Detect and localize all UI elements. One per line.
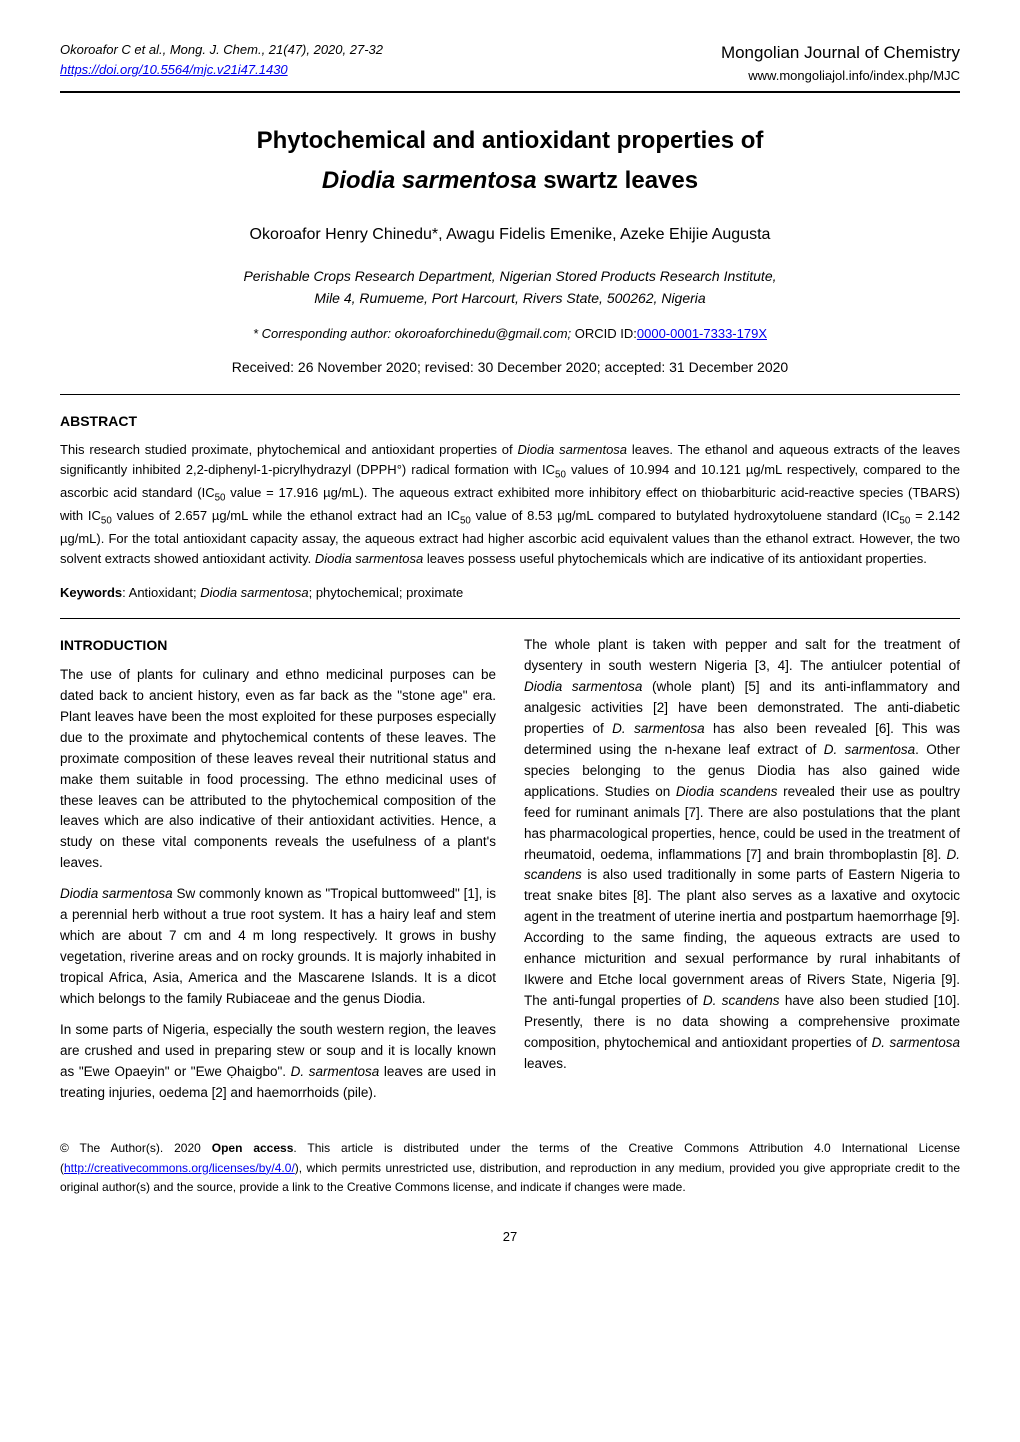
license-block: © The Author(s). 2020 Open access. This …: [60, 1139, 960, 1197]
intro-species: D. scandens: [703, 993, 780, 1008]
abstract-text: leaves possess useful phytochemicals whi…: [423, 551, 927, 566]
affiliation-line1: Perishable Crops Research Department, Ni…: [60, 265, 960, 287]
rule-below-keywords: [60, 618, 960, 619]
journal-site: www.mongoliajol.info/index.php/MJC: [721, 66, 960, 86]
intro-right-para: The whole plant is taken with pepper and…: [524, 635, 960, 1074]
abstract-heading: ABSTRACT: [60, 411, 960, 432]
intro-species: Diodia sarmentosa: [60, 886, 173, 901]
abstract-sub: 50: [899, 515, 910, 526]
orcid-label: ORCID ID:: [575, 326, 637, 341]
header-right: Mongolian Journal of Chemistry www.mongo…: [721, 40, 960, 85]
header-citation: Okoroafor C et al., Mong. J. Chem., 21(4…: [60, 40, 383, 60]
left-column: INTRODUCTION The use of plants for culin…: [60, 635, 496, 1113]
license-pre: © The Author(s). 2020: [60, 1141, 212, 1155]
article-title-line1: Phytochemical and antioxidant properties…: [60, 123, 960, 159]
intro-species: D. sarmentosa: [824, 742, 915, 757]
keywords-label: Keywords: [60, 585, 122, 600]
body-columns: INTRODUCTION The use of plants for culin…: [60, 635, 960, 1113]
keywords-before: : Antioxidant;: [122, 585, 200, 600]
abstract-species: Diodia sarmentosa: [517, 442, 627, 457]
intro-text: leaves.: [524, 1056, 567, 1071]
title-italic-species: Diodia sarmentosa: [322, 167, 537, 194]
received-dates: Received: 26 November 2020; revised: 30 …: [60, 357, 960, 378]
abstract-body: This research studied proximate, phytoch…: [60, 440, 960, 569]
header-left: Okoroafor C et al., Mong. J. Chem., 21(4…: [60, 40, 383, 85]
intro-species: Diodia scandens: [676, 784, 778, 799]
article-title-line2: Diodia sarmentosa swartz leaves: [60, 163, 960, 199]
abstract-text: This research studied proximate, phytoch…: [60, 442, 517, 457]
intro-text: The whole plant is taken with pepper and…: [524, 637, 960, 673]
intro-text: Sw commonly known as "Tropical buttomwee…: [60, 886, 496, 1006]
intro-para-3: In some parts of Nigeria, especially the…: [60, 1020, 496, 1104]
affiliation-line2: Mile 4, Rumueme, Port Harcourt, Rivers S…: [60, 287, 960, 309]
intro-para-2: Diodia sarmentosa Sw commonly known as "…: [60, 884, 496, 1010]
keywords-after: ; phytochemical; proximate: [309, 585, 464, 600]
abstract-sub: 50: [101, 515, 112, 526]
abstract-sub: 50: [460, 515, 471, 526]
affiliation-block: Perishable Crops Research Department, Ni…: [60, 265, 960, 310]
rule-above-abstract: [60, 394, 960, 395]
right-column: The whole plant is taken with pepper and…: [524, 635, 960, 1113]
orcid-link[interactable]: 0000-0001-7333-179X: [637, 326, 767, 341]
header-rule: [60, 91, 960, 93]
corresponding-prefix: * Corresponding author: okoroaforchinedu…: [253, 326, 575, 341]
introduction-heading: INTRODUCTION: [60, 635, 496, 657]
intro-species: D. sarmentosa: [872, 1035, 960, 1050]
abstract-species: Diodia sarmentosa: [315, 551, 423, 566]
abstract-text: value of 8.53 µg/mL compared to butylate…: [471, 508, 900, 523]
corresponding-author: * Corresponding author: okoroaforchinedu…: [60, 324, 960, 344]
title-rest: swartz leaves: [537, 167, 698, 194]
intro-species: D. sarmentosa: [612, 721, 704, 736]
intro-para-1: The use of plants for culinary and ethno…: [60, 665, 496, 874]
license-bold: Open access: [212, 1141, 294, 1155]
intro-text: is also used traditionally in some parts…: [524, 867, 960, 1008]
keywords-italic: Diodia sarmentosa: [200, 585, 308, 600]
journal-name: Mongolian Journal of Chemistry: [721, 40, 960, 66]
intro-species: Diodia sarmentosa: [524, 679, 642, 694]
abstract-sub: 50: [555, 470, 566, 481]
license-link[interactable]: http://creativecommons.org/licenses/by/4…: [64, 1161, 295, 1175]
abstract-text: values of 2.657 µg/mL while the ethanol …: [112, 508, 460, 523]
intro-species: D. sarmentosa: [291, 1064, 380, 1079]
keywords-line: Keywords: Antioxidant; Diodia sarmentosa…: [60, 583, 960, 603]
header-doi-link[interactable]: https://doi.org/10.5564/mjc.v21i47.1430: [60, 62, 288, 77]
running-header: Okoroafor C et al., Mong. J. Chem., 21(4…: [60, 40, 960, 85]
abstract-sub: 50: [215, 493, 226, 504]
authors-line: Okoroafor Henry Chinedu*, Awagu Fidelis …: [60, 223, 960, 247]
page-number: 27: [60, 1227, 960, 1247]
